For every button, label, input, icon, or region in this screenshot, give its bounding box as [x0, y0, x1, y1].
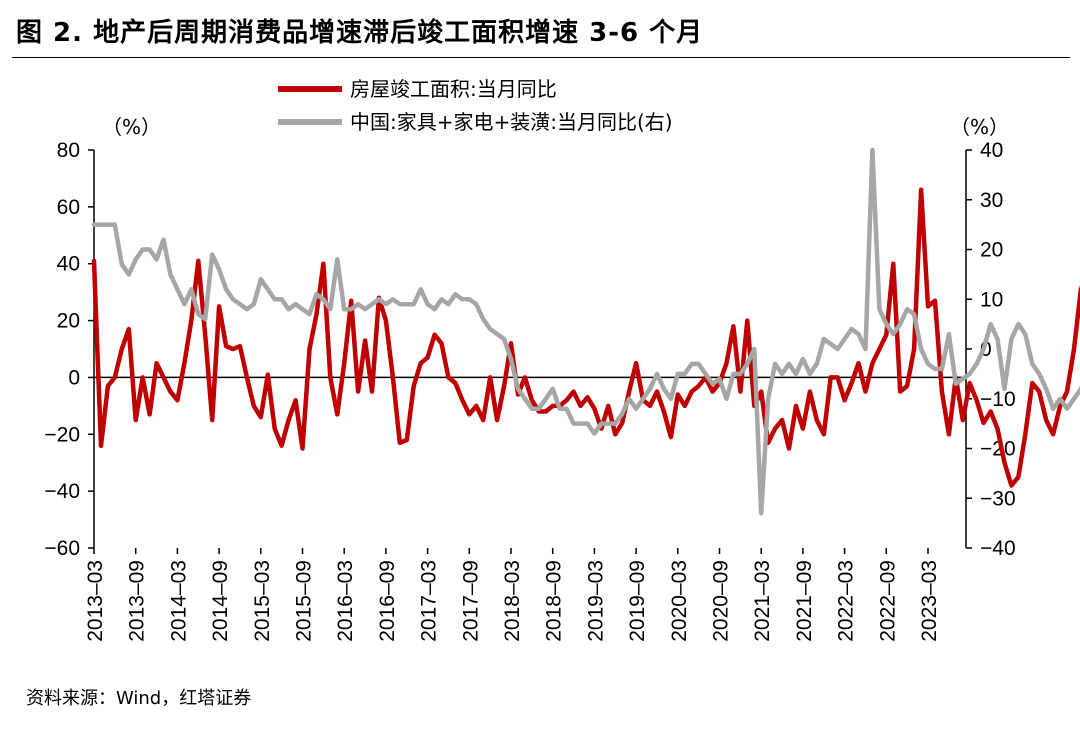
right-tick-label: −40	[980, 537, 1016, 560]
x-tick-label: 2020–09	[710, 560, 733, 642]
right-tick-label: 10	[980, 288, 1003, 311]
right-tick-label: 30	[980, 189, 1003, 212]
left-tick-label: 0	[68, 366, 80, 389]
x-tick-label: 2014–09	[209, 560, 232, 642]
x-tick-label: 2022–03	[835, 560, 858, 642]
x-tick-label: 2013–03	[84, 560, 107, 642]
x-tick-label: 2019–03	[584, 560, 607, 642]
right-axis-unit: （%）	[950, 115, 1009, 139]
x-tick-label: 2020–03	[668, 560, 691, 642]
x-tick-label: 2019–09	[626, 560, 649, 642]
left-tick-label: 80	[57, 139, 80, 162]
right-tick-label: 20	[980, 239, 1003, 262]
right-tick-label: 40	[980, 139, 1003, 162]
left-tick-label: −40	[44, 480, 80, 503]
x-tick-label: 2014–03	[167, 560, 190, 642]
left-axis-unit: （%）	[102, 115, 161, 139]
x-tick-label: 2021–03	[751, 560, 774, 642]
x-tick-label: 2022–09	[876, 560, 899, 642]
legend-label-completion: 房屋竣工面积:当月同比	[350, 77, 557, 101]
title-rule	[12, 57, 1070, 58]
x-tick-label: 2017–03	[418, 560, 441, 642]
left-tick-label: −60	[44, 537, 80, 560]
x-tick-label: 2021–09	[793, 560, 816, 642]
right-tick-label: −10	[980, 388, 1016, 411]
left-tick-label: 60	[57, 196, 80, 219]
x-tick-label: 2018–03	[501, 560, 524, 642]
series-line-completion	[91, 187, 1080, 488]
left-tick-label: −20	[44, 423, 80, 446]
left-tick-label: 40	[57, 253, 80, 276]
x-tick-label: 2018–09	[543, 560, 566, 642]
x-tick-label: 2016–03	[334, 560, 357, 642]
left-tick-label: 20	[57, 310, 80, 333]
line-chart: −60 −40 −20 0 20 40 60 80 −40 −30 −20 −10 0 10 20 30 40 2…	[44, 77, 1080, 642]
axes-layer: −60 −40 −20 0 20 40 60 80 −40 −30 −20 −10 0 10 20 30 40 2…	[44, 139, 1015, 642]
x-tick-label: 2016–09	[376, 560, 399, 642]
x-tick-label: 2015–03	[251, 560, 274, 642]
x-tick-label: 2023–03	[918, 560, 941, 642]
right-tick-label: −20	[980, 438, 1016, 461]
x-tick-label: 2013–09	[126, 560, 149, 642]
legend-label-consumer: 中国:家具+家电+装潢:当月同比(右)	[350, 110, 673, 134]
figure-title: 图 2. 地产后周期消费品增速滞后竣工面积增速 3-6 个月	[16, 18, 704, 48]
series-layer	[91, 147, 1080, 516]
x-tick-label: 2017–09	[459, 560, 482, 642]
series-line-consumer	[91, 147, 1080, 516]
right-tick-label: −30	[980, 487, 1016, 510]
source-note: 资料来源：Wind，红塔证券	[26, 688, 252, 709]
x-tick-label: 2015–09	[293, 560, 316, 642]
right-tick-label: 0	[980, 338, 992, 361]
chart-legend: 房屋竣工面积:当月同比 中国:家具+家电+装潢:当月同比(右)	[278, 77, 673, 134]
